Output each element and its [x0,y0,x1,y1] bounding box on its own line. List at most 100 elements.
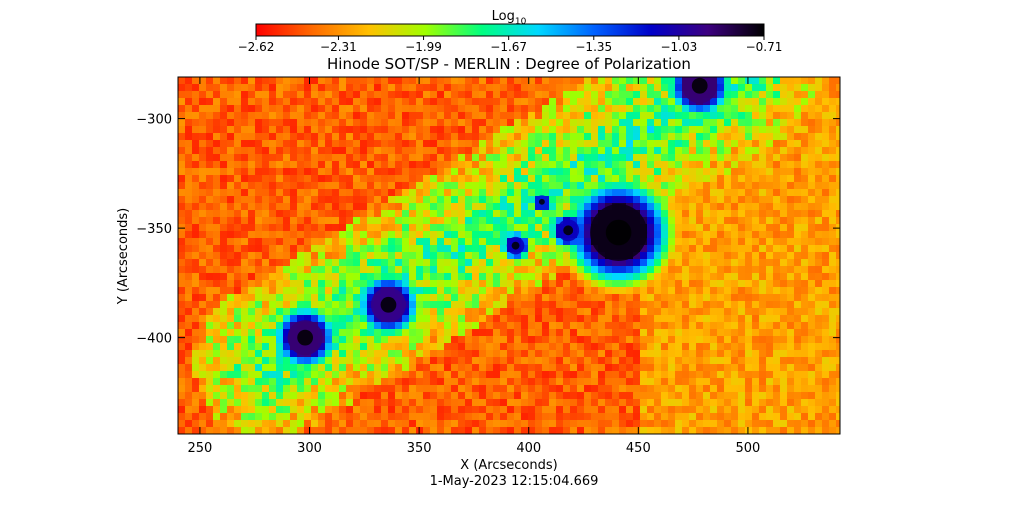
heatmap-cell [766,238,773,245]
heatmap-cell [815,280,822,287]
heatmap-cell [815,308,822,315]
heatmap-cell [213,210,220,217]
heatmap-cell [731,182,738,189]
heatmap-cell [360,343,367,350]
heatmap-cell [584,189,591,196]
heatmap-cell [192,175,199,182]
heatmap-cell [668,112,675,119]
heatmap-cell [185,280,192,287]
heatmap-cell [745,385,752,392]
heatmap-cell [353,301,360,308]
heatmap-cell [542,329,549,336]
heatmap-cell [199,385,206,392]
heatmap-cell [367,147,374,154]
heatmap-cell [836,182,840,189]
heatmap-cell [619,98,626,105]
heatmap-cell [500,350,507,357]
heatmap-cell [710,364,717,371]
heatmap-cell [752,112,759,119]
heatmap-cell [500,413,507,420]
heatmap-cell [766,252,773,259]
heatmap-cell [353,364,360,371]
heatmap-cell [388,385,395,392]
heatmap-cell [444,413,451,420]
heatmap-cell [234,91,241,98]
heatmap-cell [409,420,416,427]
heatmap-cell [472,119,479,126]
heatmap-cell [717,315,724,322]
heatmap-cell [717,343,724,350]
heatmap-cell [640,245,647,252]
heatmap-cell [430,420,437,427]
heatmap-cell [752,371,759,378]
heatmap-cell [507,427,514,434]
heatmap-cell [234,378,241,385]
heatmap-cell [836,147,840,154]
heatmap-cell [549,322,556,329]
heatmap-cell [507,413,514,420]
heatmap-cell [563,420,570,427]
heatmap-cell [808,105,815,112]
heatmap-cell [745,217,752,224]
heatmap-cell [430,371,437,378]
heatmap-cell [689,350,696,357]
heatmap-cell [787,413,794,420]
heatmap-cell [577,315,584,322]
heatmap-cell [206,154,213,161]
heatmap-cell [500,357,507,364]
heatmap-cell [234,140,241,147]
heatmap-cell [633,84,640,91]
heatmap-cell [451,238,458,245]
heatmap-cell [199,77,206,84]
heatmap-cell [241,329,248,336]
heatmap-cell [563,315,570,322]
heatmap-cell [444,343,451,350]
heatmap-cell [794,406,801,413]
heatmap-cell [542,231,549,238]
heatmap-cell [360,301,367,308]
heatmap-cell [724,385,731,392]
heatmap-cell [325,147,332,154]
heatmap-cell [402,161,409,168]
heatmap-cell [563,147,570,154]
heatmap-cell [332,294,339,301]
heatmap-cell [276,357,283,364]
heatmap-cell [780,266,787,273]
heatmap-cell [584,315,591,322]
heatmap-cell [752,133,759,140]
heatmap-cell [717,126,724,133]
heatmap-cell [493,322,500,329]
heatmap-cell [752,427,759,434]
heatmap-cell [787,147,794,154]
heatmap-cell [801,196,808,203]
heatmap-cell [633,140,640,147]
heatmap-cell [458,245,465,252]
heatmap-cell [668,217,675,224]
heatmap-cell [199,217,206,224]
heatmap-cell [661,196,668,203]
heatmap-cell [178,399,185,406]
heatmap-cell [647,161,654,168]
heatmap-cell [318,273,325,280]
heatmap-cell [717,413,724,420]
heatmap-cell [493,420,500,427]
heatmap-cell [192,210,199,217]
heatmap-cell [829,406,836,413]
heatmap-cell [444,329,451,336]
heatmap-cell [626,119,633,126]
heatmap-cell [339,168,346,175]
heatmap-cell [367,427,374,434]
heatmap-cell [626,336,633,343]
heatmap-cell [612,399,619,406]
heatmap-cell [717,168,724,175]
heatmap-cell [430,392,437,399]
heatmap-cell [220,266,227,273]
heatmap-cell [647,238,654,245]
heatmap-cell [640,322,647,329]
heatmap-cell [577,140,584,147]
heatmap-cell [395,266,402,273]
heatmap-cell [241,385,248,392]
heatmap-cell [192,203,199,210]
heatmap-cell [507,301,514,308]
heatmap-cell [206,133,213,140]
